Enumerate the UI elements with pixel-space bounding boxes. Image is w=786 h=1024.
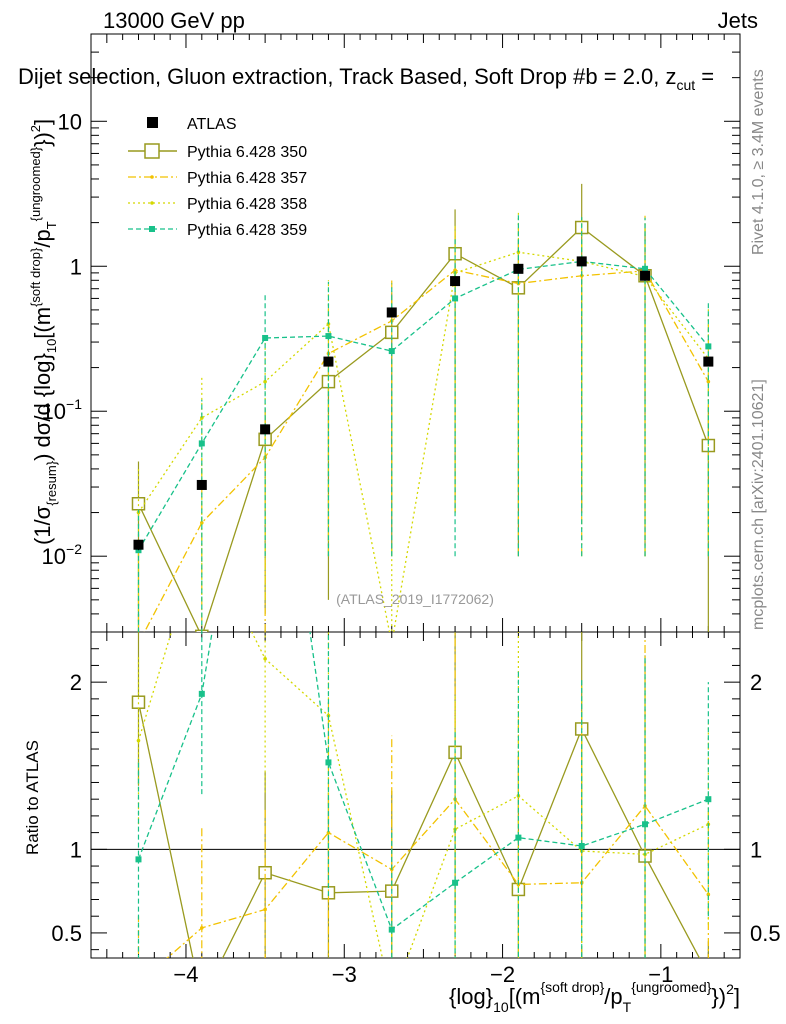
main-point-p357 [453, 268, 457, 272]
main-point-p358 [390, 642, 394, 646]
ratio-line-p350 [137, 702, 701, 958]
selection-title: Dijet selection, Gluon extraction, Track… [18, 64, 714, 93]
ratio-point-p358 [263, 656, 267, 661]
legend-entry-358: Pythia 6.428 358 [128, 196, 307, 213]
header-left: 13000 GeV pp [103, 8, 245, 33]
ratio-point-p359 [642, 821, 649, 828]
main-series-layer [131, 183, 716, 646]
atlas-data-point [450, 276, 461, 287]
x-tick-label: −4 [173, 962, 198, 987]
main-point-p357 [706, 379, 711, 384]
ratio-y-tick-label: 1 [70, 837, 82, 862]
main-point-p359 [642, 265, 649, 272]
main-line-p350 [137, 226, 709, 632]
main-point-p359 [262, 334, 269, 341]
ratio-point-p359 [135, 856, 142, 863]
ratio-y-tick-label: 0.5 [51, 921, 82, 946]
header-right: Jets [718, 8, 758, 33]
atlas-data-point [640, 270, 651, 281]
ratio-point-p359 [705, 796, 712, 803]
main-point-p359 [325, 333, 332, 340]
atlas-data-point [196, 479, 207, 490]
legend-marker-357 [150, 175, 154, 179]
atlas-data-point [260, 424, 271, 435]
main-line-p359 [137, 260, 709, 551]
legend-entry-357: Pythia 6.428 357 [128, 170, 307, 187]
main-point-p358 [263, 379, 267, 384]
analysis-watermark: (ATLAS_2019_I1772062) [336, 591, 494, 607]
ratio-point-p358 [136, 738, 141, 743]
ratio-point-p357 [263, 907, 267, 912]
ratio-point-p359 [578, 842, 585, 849]
main-point-p359 [705, 343, 712, 350]
ratio-line-p359 [137, 632, 709, 931]
main-point-p359 [198, 440, 205, 447]
ratio-frame [90, 631, 741, 959]
legend-marker-358 [150, 201, 154, 205]
ratio-y-tick-label-right: 0.5 [750, 921, 781, 946]
ratio-y-tick-label-right: 1 [750, 837, 762, 862]
main-y-tick-label: 10−2 [42, 541, 83, 569]
ratio-y-axis-title: Ratio to ATLAS [23, 740, 42, 855]
legend-marker-350 [144, 143, 160, 159]
legend-label-atlas: ATLAS [187, 116, 237, 133]
mcplots-label: mcplots.cern.ch [arXiv:2401.10621] [750, 379, 767, 630]
legend-label-350: Pythia 6.428 350 [187, 144, 307, 161]
atlas-data-point [576, 256, 587, 267]
ratio-y-tick-label: 2 [70, 670, 82, 695]
atlas-data-point [133, 539, 144, 550]
ratio-series-layer [91, 632, 740, 1006]
legend-entry-359: Pythia 6.428 359 [128, 222, 307, 239]
main-y-axis-title: (1/σ{resum}) dσ/d {log}10[(m{soft drop}/… [28, 119, 59, 545]
main-point-p358 [200, 416, 204, 420]
ratio-point-p358 [390, 998, 394, 1002]
ratio-point-p359 [515, 834, 522, 841]
ratio-point-p359 [198, 690, 205, 697]
main-line-p357 [143, 269, 709, 632]
ratio-point-p359 [452, 879, 459, 886]
legend-label-358: Pythia 6.428 358 [187, 196, 307, 213]
main-point-p358 [516, 250, 521, 255]
legend-label-357: Pythia 6.428 357 [187, 170, 307, 187]
legend-marker-atlas [147, 117, 158, 128]
ratio-point-p357 [137, 981, 141, 985]
main-line-p358 [137, 251, 709, 632]
x-tick-label: −2 [490, 962, 515, 987]
main-point-p359 [388, 348, 395, 355]
ratio-point-p359 [325, 759, 332, 766]
axes-layer: −4 −3 −2 −1 10 1 10−1 10−2 2 2 1 1 0.5 0.5 [42, 33, 781, 987]
ratio-line-p358 [137, 632, 709, 958]
legend-label-359: Pythia 6.428 359 [187, 222, 307, 239]
legend-entry-350: Pythia 6.428 350 [128, 143, 307, 161]
legend-entry-atlas: ATLAS [147, 116, 237, 133]
atlas-data-point [323, 356, 334, 367]
atlas-data-point [703, 356, 714, 367]
x-tick-label: −1 [648, 962, 673, 987]
main-y-tick-label: 10−1 [42, 396, 83, 424]
legend-marker-359 [149, 226, 155, 232]
main-y-tick-label: 10 [58, 109, 82, 134]
main-point-p357 [200, 520, 204, 525]
legend: ATLAS Pythia 6.428 350 Pythia 6.428 357 … [128, 116, 307, 239]
ratio-point-p359 [388, 926, 395, 933]
atlas-data-point [386, 307, 397, 318]
ratio-y-tick-label-right: 2 [750, 670, 762, 695]
ratio-point-p350 [196, 994, 208, 1006]
main-y-tick-label: 1 [70, 254, 82, 279]
x-tick-label: −3 [332, 962, 357, 987]
main-point-p359 [452, 295, 459, 302]
x-axis-title: {log}10[(m{soft drop}/pT{ungroomed}})2] [449, 979, 740, 1015]
atlas-data-point [513, 263, 524, 274]
rivet-version-label: Rivet 4.1.0, ≥ 3.4M events [750, 69, 767, 255]
ratio-line-p357 [166, 798, 709, 958]
ratio-point-p357 [200, 926, 204, 930]
